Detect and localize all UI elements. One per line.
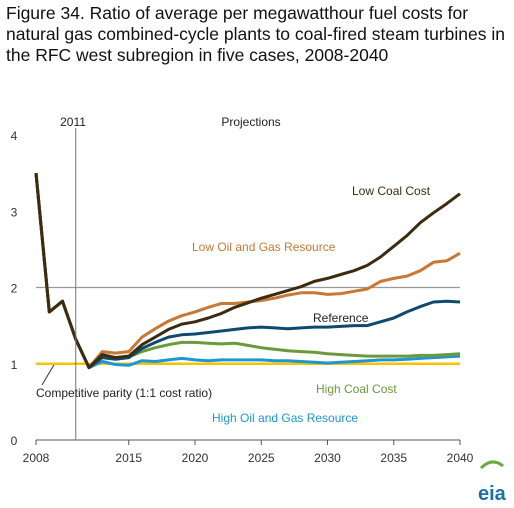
series-label-low-oil-and-gas-resource: Low Oil and Gas Resource [192,240,336,254]
x-tick-label-2015: 2015 [115,451,142,465]
x-tick-label-2030: 2030 [314,451,341,465]
series-line-low-oil-and-gas-resource [34,172,461,370]
series-line-reference [34,172,461,370]
y-tick-label-1: 1 [11,358,18,372]
x-tick-label-2035: 2035 [380,451,407,465]
eia-logo-text: eia [478,483,507,505]
x-tick-label-2020: 2020 [182,451,209,465]
annotation-labels: Low Coal Cost Low Oil and Gas Resource Ref… [36,115,431,425]
x-tick-label-2025: 2025 [248,451,275,465]
y-tick-label-4: 4 [11,129,18,143]
y-tick-label-0: 0 [11,434,18,448]
y-tick-label-2: 2 [11,282,18,296]
reference-lines [36,286,460,365]
parity-leader-line [41,364,55,386]
x-tick-label-2008: 2008 [23,451,50,465]
series-label-high-coal-cost: High Coal Cost [316,382,397,396]
series-label-reference: Reference [313,311,369,325]
series-label-low-coal-cost: Low Coal Cost [352,184,431,198]
series-line-low-coal-cost [34,172,461,370]
series-line-high-oil-and-gas-resource [34,172,461,370]
projections-label: Projections [221,115,280,129]
series-lines [34,172,461,370]
eia-logo-swoosh [479,460,504,470]
eia-logo: eia [478,460,507,505]
competitive-parity-label: Competitive parity (1:1 cost ratio) [36,386,212,400]
series-line-high-coal-cost [34,172,461,370]
history-year-label: 2011 [60,115,86,129]
y-tick-label-3: 3 [11,205,18,219]
series-label-high-oil-and-gas-resource: High Oil and Gas Resource [212,411,358,425]
chart-title: Figure 34. Ratio of average per megawatt… [6,3,505,65]
axes: 2008 2015 2020 2025 2030 2035 2040 0 1 2 3 4 [11,128,474,465]
x-tick-label-2040: 2040 [447,451,474,465]
